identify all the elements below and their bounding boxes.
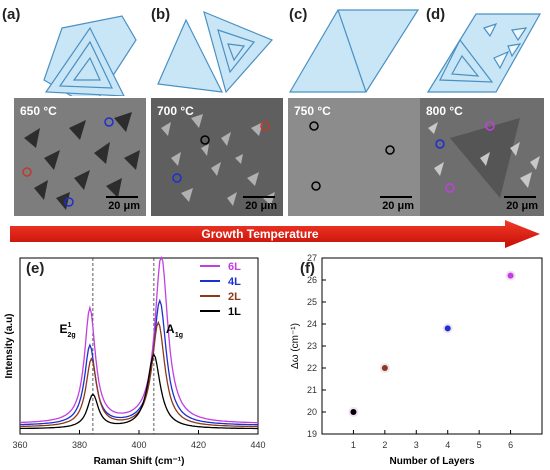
schematic-d-small-tri-2 [511, 27, 528, 42]
panel-label-c: (c) [289, 6, 308, 23]
delta-ytick-label-5: 24 [307, 319, 317, 329]
raman-xtick-label-4: 440 [250, 440, 265, 450]
scale-bar-b [243, 196, 275, 198]
delta-point-2 [444, 325, 451, 332]
schematics [43, 9, 542, 96]
raman-legend-label-1L: 1L [228, 306, 241, 318]
delta-ytick-label-7: 26 [307, 275, 317, 285]
delta-ytick-label-3: 22 [307, 363, 317, 373]
schematic-a-triangle [44, 26, 125, 96]
panel-label-d: (d) [426, 6, 446, 23]
panel-label-e: (e) [26, 260, 45, 277]
delta-ylabel: Δω (cm⁻¹) [290, 323, 301, 369]
raman-xtick-label-2: 400 [131, 440, 146, 450]
raman-peak-label-e2g-sub: 2g [68, 332, 76, 339]
delta-xlabel: Number of Layers [389, 456, 474, 467]
micrograph-c: 750 °C 20 μm [288, 98, 420, 216]
scale-text-a: 20 μm [108, 200, 140, 212]
delta-xtick-label-0: 1 [351, 440, 356, 450]
raman-xtick-label-0: 360 [12, 440, 27, 450]
delta-xtick-label-4: 5 [477, 440, 482, 450]
raman-series-1L [20, 353, 258, 430]
schematic-d-big-triangle [439, 38, 494, 83]
growth-arrow [10, 220, 540, 248]
raman-series-2L [20, 320, 259, 428]
micrograph-a: 650 °C 20 μm [14, 98, 146, 216]
delta-ytick-label-0: 19 [307, 429, 317, 439]
schematic-b-inner [217, 29, 256, 74]
raman-series-6L [20, 256, 259, 424]
schematic-d-small-tri-4 [493, 50, 510, 70]
scale-bar-d [504, 196, 536, 198]
temp-label-a: 650 °C [20, 104, 57, 118]
raman-chart: 360 380 400 420 440 Raman Shift (cm⁻¹) Intensi… [4, 256, 266, 467]
schematic-a-core-triangle [72, 56, 101, 81]
scale-text-b: 20 μm [245, 200, 277, 212]
delta-ytick-label-4: 23 [307, 341, 317, 351]
raman-xtick-label-1: 380 [72, 440, 87, 450]
raman-peak-label-a1g-sub: 1g [175, 332, 183, 339]
growth-arrow-label: Growth Temperature [201, 227, 319, 241]
scale-bar-c [380, 196, 412, 198]
schematic-c-diagonal [337, 9, 367, 93]
schematic-c-rhombus [288, 9, 420, 93]
delta-xtick-label-3: 4 [445, 440, 450, 450]
schematic-d-small-tri-3 [507, 43, 522, 58]
temp-label-d: 800 °C [426, 104, 463, 118]
raman-legend-label-6L: 6L [228, 261, 241, 273]
raman-peak-label-e2g-sup: 1 [68, 322, 72, 329]
schematic-b-core [227, 43, 246, 62]
schematic-b-triangle-right [203, 10, 274, 94]
raman-legend-label-4L: 4L [228, 276, 241, 288]
temp-label-b: 700 °C [157, 104, 194, 118]
panel-label-a: (a) [2, 6, 21, 23]
delta-xtick-label-2: 3 [414, 440, 419, 450]
panel-label-b: (b) [151, 6, 171, 23]
raman-xtick-label-3: 420 [191, 440, 206, 450]
raman-xlabel: Raman Shift (cm⁻¹) [94, 456, 185, 467]
raman-ylabel: Intensity (a.u) [4, 313, 15, 378]
delta-ytick-label-6: 25 [307, 297, 317, 307]
scale-bar-a [106, 196, 138, 198]
schematic-a-inner-triangle [58, 40, 113, 89]
delta-ytick-label-2: 21 [307, 385, 317, 395]
temp-label-c: 750 °C [294, 104, 331, 118]
panel-label-f: (f) [300, 260, 315, 277]
delta-ytick-label-8: 27 [307, 253, 317, 263]
raman-peak-label-a1g: A [166, 322, 175, 336]
schematic-d-small-tri-1 [483, 22, 498, 38]
micrograph-d: 800 °C 20 μm [420, 98, 544, 216]
scale-text-c: 20 μm [382, 200, 414, 212]
delta-point-3 [507, 272, 514, 279]
delta-xtick-label-1: 2 [382, 440, 387, 450]
schematic-d-inner-triangle [451, 54, 480, 77]
delta-point-1 [381, 365, 388, 371]
delta-xtick-label-5: 6 [508, 440, 513, 450]
raman-peak-label-e2g: E [60, 322, 68, 336]
micrograph-b: 700 °C 20 μm [151, 98, 283, 216]
delta-point-0 [350, 409, 357, 415]
scale-text-d: 20 μm [506, 200, 538, 212]
raman-legend-label-2L: 2L [228, 291, 241, 303]
delta-ytick-label-1: 20 [307, 407, 317, 417]
raman-plot-frame [19, 257, 259, 435]
raman-series-4L [20, 298, 258, 426]
schematic-b-triangle-left [157, 18, 224, 93]
